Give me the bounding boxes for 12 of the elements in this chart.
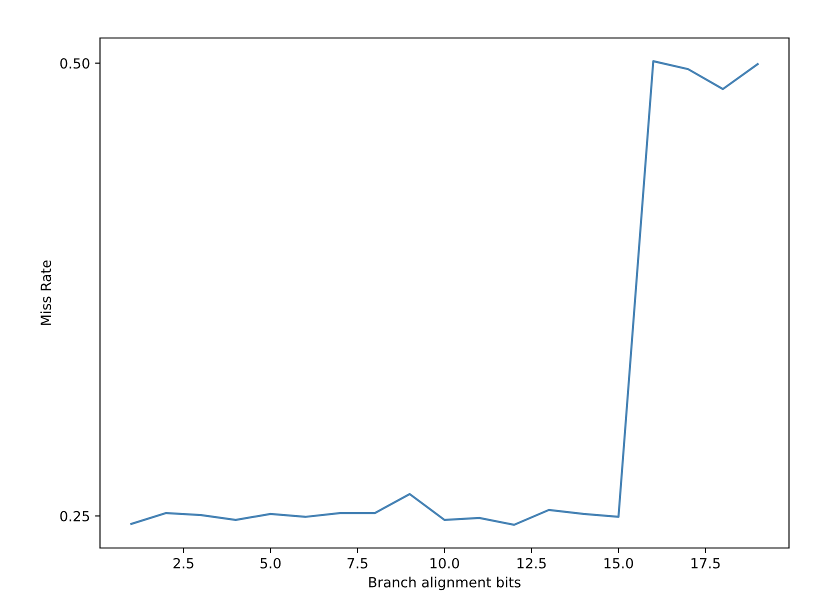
y-tick-label: 0.50 [60, 58, 90, 69]
y-axis-title: Miss Rate [40, 260, 52, 325]
x-tick-label: 2.5 [173, 558, 194, 568]
x-tick-label: 17.5 [692, 558, 720, 568]
x-tick-label: 5.0 [260, 558, 281, 568]
x-tick-label: 7.5 [348, 558, 368, 568]
x-tick-label: 10.0 [430, 558, 460, 568]
x-axis-title: Branch alignment bits [369, 576, 520, 590]
x-tick-label: 12.5 [518, 558, 546, 568]
y-tick-label: 0.25 [60, 510, 90, 522]
line-series [130, 60, 759, 526]
x-tick-label: 15.0 [604, 558, 634, 568]
